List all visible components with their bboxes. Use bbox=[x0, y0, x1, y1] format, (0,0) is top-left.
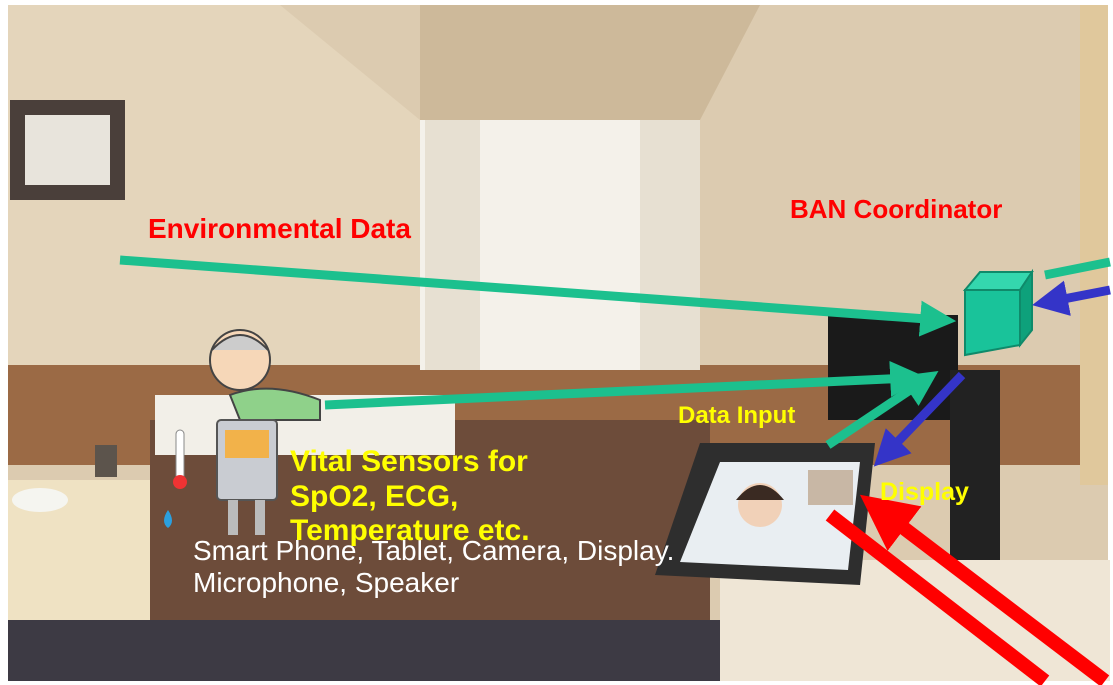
environmental-label: Environmental Data bbox=[148, 213, 418, 245]
coordinator-label: BAN Coordinator bbox=[790, 195, 1020, 225]
vital-sensors-label: Vital Sensors for SpO2, ECG, Temperature… bbox=[290, 445, 600, 549]
data-input-label: Data Input bbox=[678, 402, 795, 430]
display-label: Display bbox=[880, 478, 969, 507]
scene: Environmental Data BAN Coordinator Data … bbox=[0, 0, 1113, 685]
